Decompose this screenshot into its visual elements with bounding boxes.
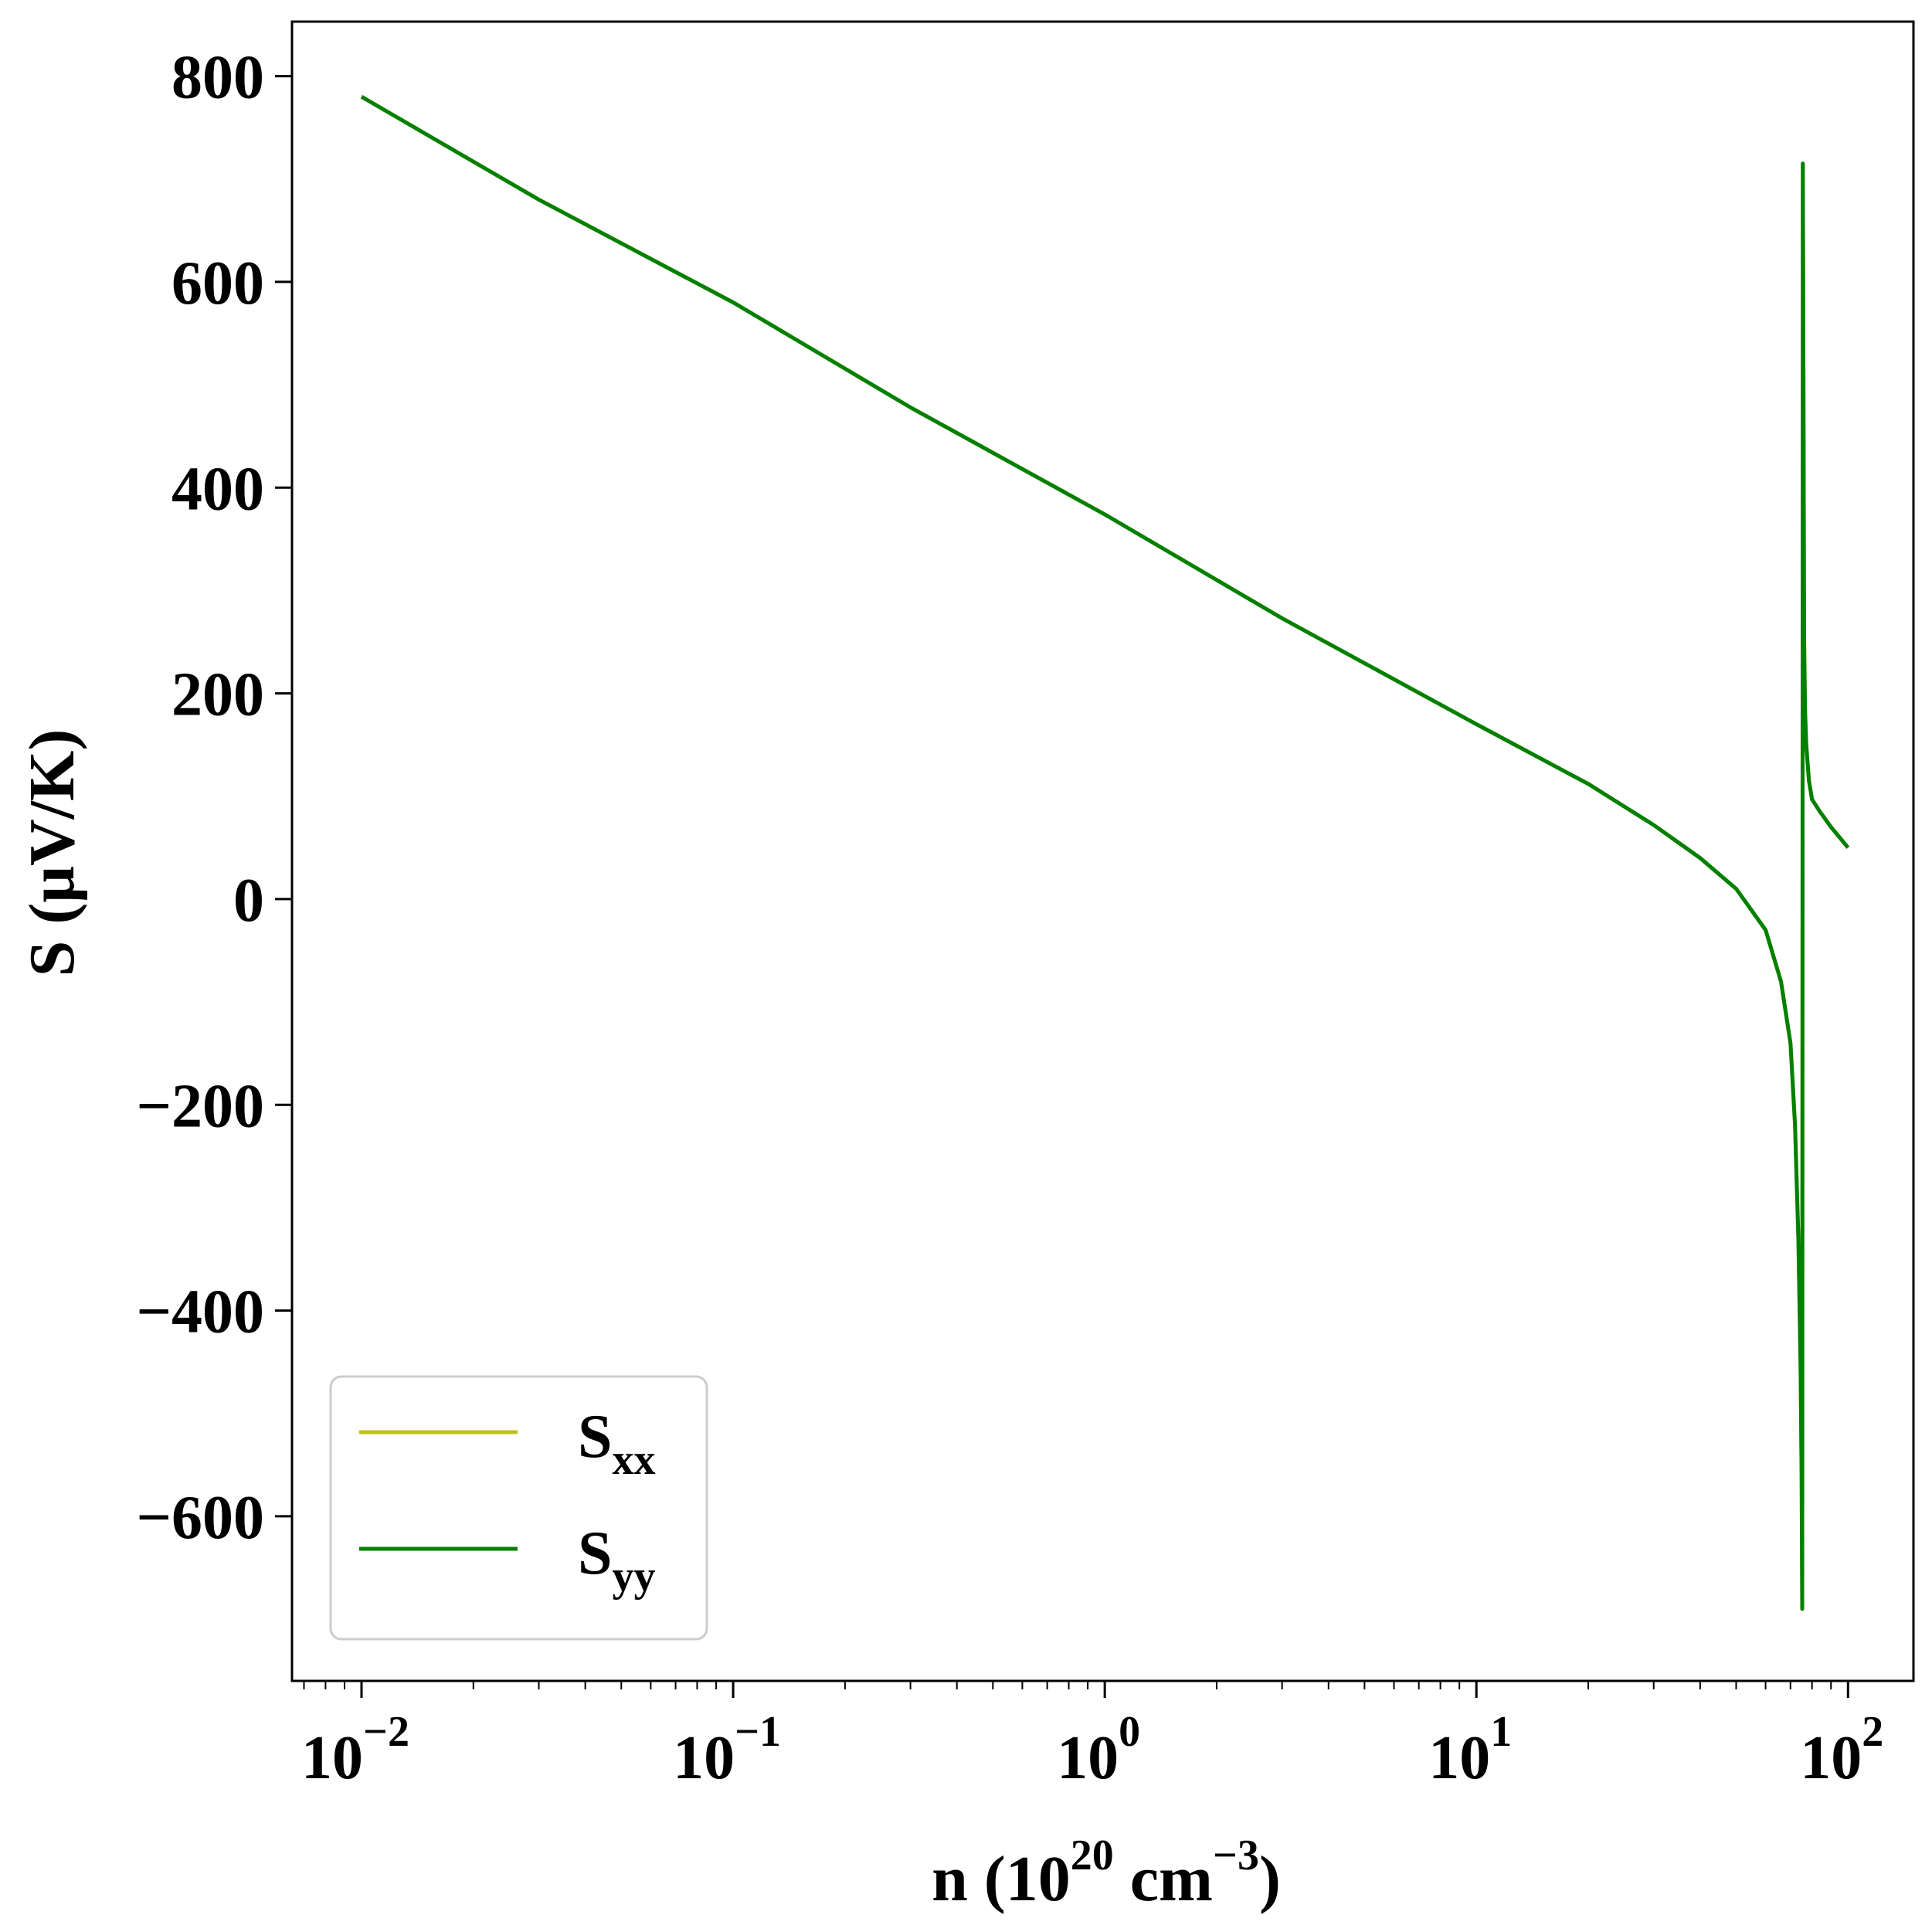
x-tick-label-base: 10 <box>301 1724 363 1792</box>
legend-label-sxx-sub: xx <box>613 1436 656 1484</box>
series-lines <box>360 95 1850 1611</box>
legend-label-sxx-base: S <box>578 1403 613 1471</box>
y-ticks: 800 600 400 200 0 −200 −400 −600 <box>136 44 292 1552</box>
y-tick-label: −200 <box>136 1072 264 1140</box>
legend-label-syy-sub: yy <box>613 1553 656 1601</box>
legend-label-syy: Syy <box>578 1519 656 1601</box>
legend-label-sxx: Sxx <box>578 1403 656 1484</box>
x-axis-title-mid: cm <box>1114 1843 1213 1915</box>
y-tick-label: 600 <box>171 250 264 317</box>
x-axis-title-main: n (10 <box>932 1843 1071 1915</box>
x-tick-label-base: 10 <box>1800 1724 1862 1792</box>
x-axis-title-sup2: −3 <box>1213 1832 1259 1879</box>
x-axis-title-end: ) <box>1259 1843 1281 1915</box>
legend: Sxx Syy <box>329 1375 708 1641</box>
plot-frame <box>290 20 1915 1682</box>
x-tick-label: 102 <box>1800 1708 1883 1792</box>
x-tick-label: 10−2 <box>301 1708 409 1792</box>
legend-label-syy-base: S <box>578 1519 613 1587</box>
x-tick-label: 100 <box>1057 1708 1140 1792</box>
y-tick-label: 200 <box>171 661 264 729</box>
x-axis-title: n (1020 cm−3) <box>932 1832 1281 1915</box>
x-tick-label-base: 10 <box>1057 1724 1119 1792</box>
x-tick-label-base: 10 <box>673 1724 735 1792</box>
x-tick-label: 101 <box>1428 1708 1512 1792</box>
x-tick-label-exponent: −2 <box>363 1708 409 1756</box>
x-axis-title-sup1: 20 <box>1071 1832 1114 1879</box>
x-minor-ticks <box>303 1681 1832 1689</box>
x-tick-label-exponent: 1 <box>1490 1708 1512 1756</box>
x-tick-label-exponent: −1 <box>735 1708 781 1756</box>
x-tick-label-base: 10 <box>1428 1724 1490 1792</box>
x-tick-label-exponent: 2 <box>1862 1708 1883 1756</box>
y-tick-label: −400 <box>136 1278 264 1346</box>
legend-box <box>329 1375 708 1641</box>
y-tick-label: 800 <box>171 44 264 112</box>
y-tick-label: 0 <box>233 867 264 935</box>
series-line-syy <box>360 95 1850 1611</box>
x-tick-label: 10−1 <box>673 1708 781 1792</box>
y-tick-label: −600 <box>136 1484 264 1552</box>
y-tick-label: 400 <box>171 455 264 523</box>
x-major-ticks: 10−2 10−1 100 101 102 <box>301 1681 1883 1792</box>
y-axis-title: S (μV/K) <box>16 729 88 977</box>
x-tick-label-exponent: 0 <box>1119 1708 1140 1756</box>
